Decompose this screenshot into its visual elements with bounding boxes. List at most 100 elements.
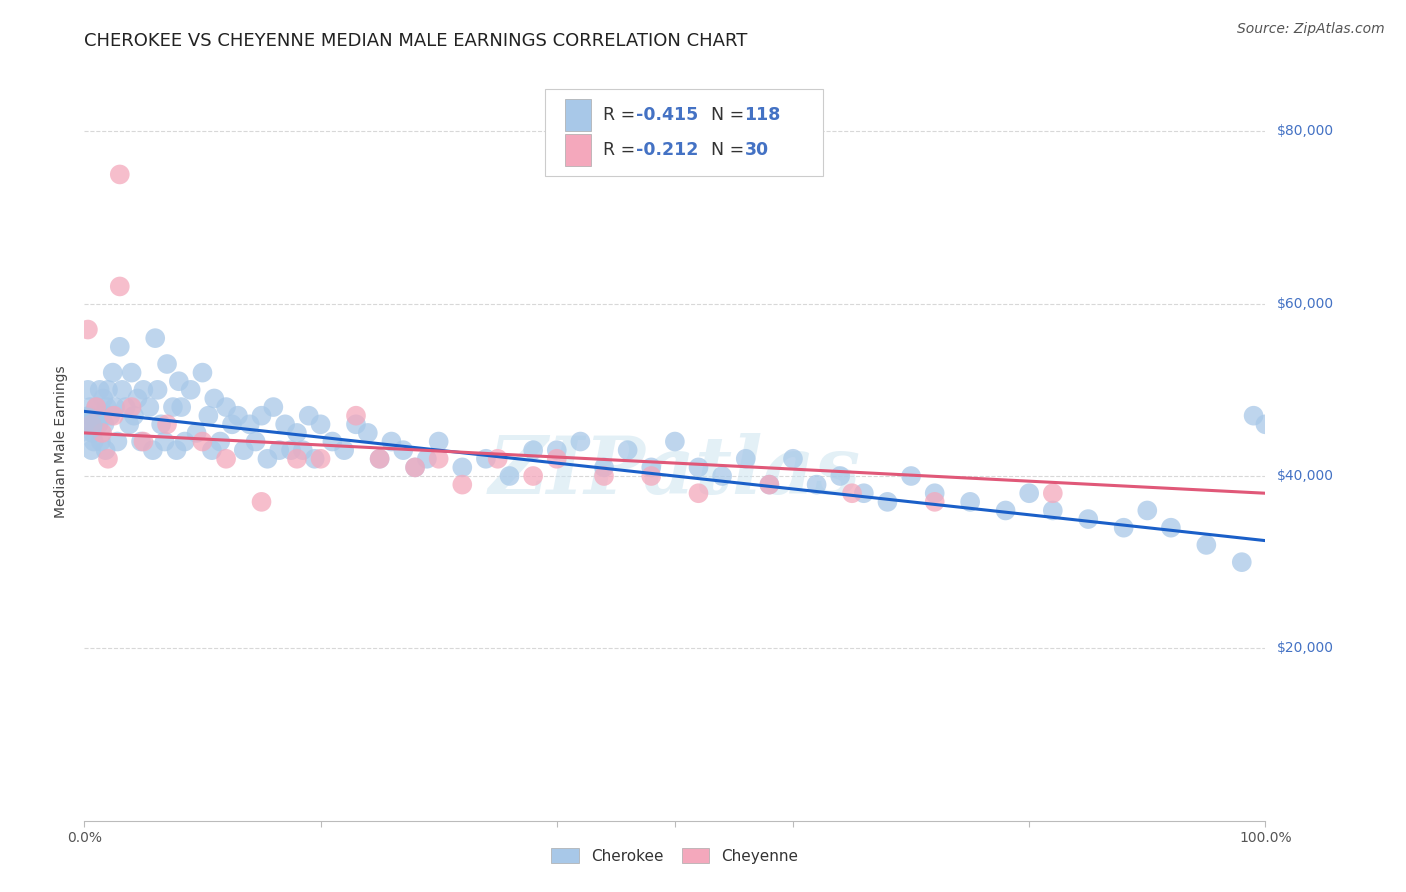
Point [108, 340, 131, 354]
Point [1254, 417, 1277, 432]
Point [486, 451, 509, 466]
Point [170, 400, 193, 414]
Point [75, 417, 97, 432]
Point [156, 417, 179, 432]
Point [924, 495, 946, 509]
Point [121, 366, 143, 380]
Point [924, 486, 946, 500]
Point [111, 383, 134, 397]
Text: N =: N = [700, 141, 749, 159]
Text: $80,000: $80,000 [1277, 124, 1334, 138]
Text: R =: R = [603, 106, 641, 124]
Point [142, 443, 165, 458]
Point [232, 443, 254, 458]
Point [83, 434, 105, 449]
Point [90, 434, 112, 449]
Point [546, 451, 568, 466]
Point [498, 469, 520, 483]
Point [98, 409, 121, 423]
Point [76, 417, 98, 432]
Point [593, 460, 616, 475]
Point [900, 469, 922, 483]
Point [404, 460, 426, 475]
Point [522, 469, 544, 483]
Point [994, 503, 1017, 517]
Point [262, 400, 284, 414]
FancyBboxPatch shape [565, 99, 591, 131]
Point [616, 443, 638, 458]
Point [94, 443, 117, 458]
Point [209, 434, 232, 449]
Point [191, 434, 214, 449]
Point [688, 460, 710, 475]
Point [1136, 503, 1159, 517]
Point [321, 434, 343, 449]
Point [664, 434, 686, 449]
Point [734, 451, 756, 466]
Point [782, 451, 804, 466]
Point [121, 400, 143, 414]
Point [569, 434, 592, 449]
Point [108, 279, 131, 293]
Point [89, 383, 111, 397]
Point [309, 417, 332, 432]
Point [97, 451, 120, 466]
Point [201, 443, 224, 458]
Point [84, 400, 107, 414]
FancyBboxPatch shape [546, 89, 823, 177]
Point [245, 434, 267, 449]
Point [167, 374, 190, 388]
Text: -0.212: -0.212 [636, 141, 699, 159]
Point [1042, 503, 1064, 517]
Point [427, 451, 450, 466]
Point [1160, 521, 1182, 535]
Point [1112, 521, 1135, 535]
Point [291, 443, 314, 458]
Point [357, 425, 380, 440]
Point [959, 495, 981, 509]
Point [368, 451, 391, 466]
Text: $20,000: $20,000 [1277, 641, 1333, 656]
Point [711, 469, 734, 483]
Point [269, 443, 291, 458]
Point [593, 469, 616, 483]
Point [451, 460, 474, 475]
Point [129, 434, 152, 449]
Point [84, 417, 107, 432]
Point [80, 443, 103, 458]
Point [546, 443, 568, 458]
Point [114, 400, 136, 414]
Point [97, 383, 120, 397]
Point [215, 400, 238, 414]
Y-axis label: Median Male Earnings: Median Male Earnings [53, 365, 67, 518]
Point [392, 443, 415, 458]
Point [451, 477, 474, 491]
Point [640, 469, 662, 483]
Point [186, 425, 208, 440]
Point [84, 400, 107, 414]
Point [138, 400, 160, 414]
Point [806, 477, 828, 491]
Text: 118: 118 [745, 106, 780, 124]
Text: $60,000: $60,000 [1277, 297, 1334, 310]
Point [87, 417, 110, 432]
Point [80, 417, 103, 432]
Point [96, 400, 118, 414]
Point [173, 434, 195, 449]
Legend: Cherokee, Cheyenne: Cherokee, Cheyenne [546, 842, 804, 870]
Point [344, 417, 367, 432]
Point [522, 443, 544, 458]
Point [841, 486, 863, 500]
Point [202, 392, 225, 406]
Point [1018, 486, 1040, 500]
Point [180, 383, 202, 397]
Point [108, 168, 131, 182]
Point [153, 434, 176, 449]
Point [285, 451, 308, 466]
Point [226, 409, 249, 423]
Point [150, 417, 173, 432]
Point [107, 434, 129, 449]
Point [250, 409, 273, 423]
Point [221, 417, 243, 432]
Text: CHEROKEE VS CHEYENNE MEDIAN MALE EARNINGS CORRELATION CHART: CHEROKEE VS CHEYENNE MEDIAN MALE EARNING… [84, 32, 748, 50]
